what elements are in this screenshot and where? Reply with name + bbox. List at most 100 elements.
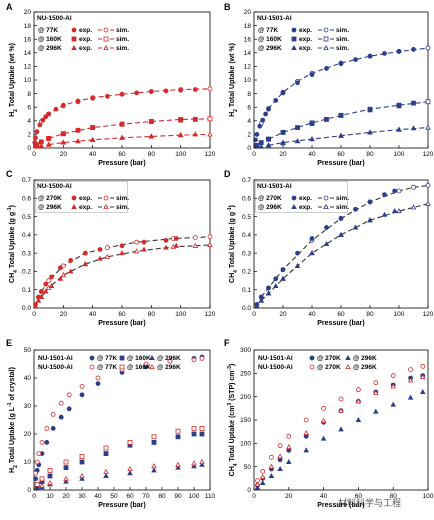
- legend-marker: [89, 355, 95, 361]
- sim-marker: [425, 200, 431, 206]
- exp-marker: [411, 100, 416, 106]
- exp-marker: [396, 126, 402, 132]
- legend-exp-label: exp.: [299, 27, 312, 34]
- exp-marker: [266, 136, 271, 142]
- x-axis-label: Pressure (bar): [317, 160, 364, 167]
- exp-marker: [266, 106, 271, 112]
- data-marker: [175, 464, 181, 470]
- y-tick-label: 10: [24, 459, 32, 466]
- legend-entry-label: @ 296K: [157, 364, 181, 371]
- data-marker: [303, 447, 309, 453]
- legend-marker: [323, 195, 329, 201]
- y-tick-label: 2: [247, 132, 251, 139]
- legend-sim-label: sim.: [116, 45, 129, 52]
- data-marker: [355, 416, 362, 423]
- data-marker: [390, 401, 396, 407]
- data-marker: [191, 425, 197, 431]
- sim-marker: [207, 86, 213, 92]
- legend-marker: [345, 363, 351, 370]
- y-tick-label: 0.0: [22, 305, 31, 312]
- exp-marker: [104, 93, 110, 99]
- y-tick-label: 14: [24, 50, 32, 57]
- exp-marker: [309, 136, 315, 142]
- data-marker: [373, 380, 379, 386]
- data-marker: [286, 444, 292, 450]
- y-tick-label: 0.4: [22, 232, 31, 239]
- data-marker: [39, 476, 45, 482]
- exp-marker: [338, 215, 344, 221]
- x-tick-label: 60: [337, 151, 345, 158]
- exp-marker: [367, 217, 373, 223]
- sim-marker: [411, 184, 416, 190]
- x-tick-label: 10: [46, 493, 54, 500]
- legend-entry-label: @ 270K: [317, 355, 341, 362]
- x-tick-label: 20: [60, 151, 68, 158]
- legend-label: @ 160K: [258, 36, 282, 43]
- legend-entry-label: @ 296K: [157, 355, 181, 362]
- y-tick-label: 18: [244, 23, 252, 30]
- exp-marker: [42, 288, 49, 294]
- y-tick-label: 50: [24, 347, 32, 354]
- exp-marker: [46, 136, 52, 141]
- label-part: 2: [13, 109, 19, 112]
- sim-marker: [192, 235, 198, 241]
- label-part: L: [9, 406, 16, 411]
- legend-marker: [103, 195, 109, 201]
- chart-panel-b: B 0 20 40 60 80 100 120 0 2 4 6 8 10 12 14 16 18 20 Pressur…: [224, 2, 434, 167]
- sim-marker: [46, 278, 52, 283]
- x-tick-label: 60: [337, 311, 345, 318]
- y-tick-label: 0.5: [22, 214, 31, 221]
- x-tick-label: 110: [205, 493, 216, 500]
- exp-marker: [68, 258, 74, 263]
- x-axis-label: Pressure (bar): [317, 502, 364, 509]
- y-tick-label: 0.1: [242, 287, 251, 294]
- data-marker: [338, 396, 344, 402]
- x-tick-label: 20: [279, 151, 287, 158]
- data-marker: [338, 426, 344, 432]
- exp-marker: [35, 297, 42, 303]
- label-part: CH: [9, 273, 16, 283]
- data-marker: [63, 465, 69, 471]
- legend-row-label: NU-1501-Al: [38, 355, 73, 362]
- y-tick-label: 2: [27, 132, 31, 139]
- sim-marker: [133, 248, 140, 254]
- panel-letter: D: [224, 169, 231, 179]
- exp-marker: [32, 303, 39, 309]
- y-tick-label: 0.3: [22, 250, 31, 257]
- exp-marker: [37, 122, 43, 128]
- exp-marker: [257, 123, 263, 129]
- x-tick-label: 40: [89, 151, 97, 158]
- label-part: Total Uptake (wt %): [9, 43, 16, 109]
- x-tick-label: 100: [423, 493, 434, 500]
- label-part: -1: [7, 402, 13, 407]
- label-part: CH: [229, 273, 236, 283]
- legend-sim-label: sim.: [116, 204, 129, 211]
- legend-label: @ 270K: [258, 195, 282, 202]
- sim-marker: [207, 131, 213, 137]
- label-part: of crystal): [9, 367, 16, 402]
- legend-label: @ 77K: [258, 27, 278, 34]
- exp-marker: [392, 188, 398, 194]
- x-tick-label: 120: [423, 311, 434, 318]
- legend-marker: [103, 36, 109, 42]
- data-marker: [260, 468, 266, 474]
- y-tick-label: 0.2: [22, 269, 31, 276]
- chart-panel-e: E 0 10 20 30 40 50 60 70 80 90 100 110 0 10 20 30 40 50 Pre…: [6, 338, 216, 509]
- legend-label: @ 296K: [258, 204, 282, 211]
- x-tick-label: 40: [94, 493, 102, 500]
- sim-marker: [425, 45, 431, 51]
- sim-marker: [104, 245, 110, 251]
- data-marker: [34, 481, 40, 487]
- data-marker: [63, 478, 69, 484]
- x-tick-label: 120: [205, 151, 216, 158]
- data-marker: [338, 407, 344, 413]
- label-part: Total Uptake (g: [9, 411, 16, 465]
- label-part: Total Uptake (: [229, 415, 236, 463]
- y-tick-label: 0.1: [22, 287, 31, 294]
- sim-marker: [207, 241, 213, 247]
- x-tick-label: 80: [148, 311, 156, 318]
- exp-marker: [396, 103, 402, 109]
- x-tick-label: 60: [126, 493, 134, 500]
- legend-exp-label: exp.: [299, 195, 312, 202]
- y-axis-label: H2 Total Uptake (g L-1 of crystal): [7, 367, 19, 473]
